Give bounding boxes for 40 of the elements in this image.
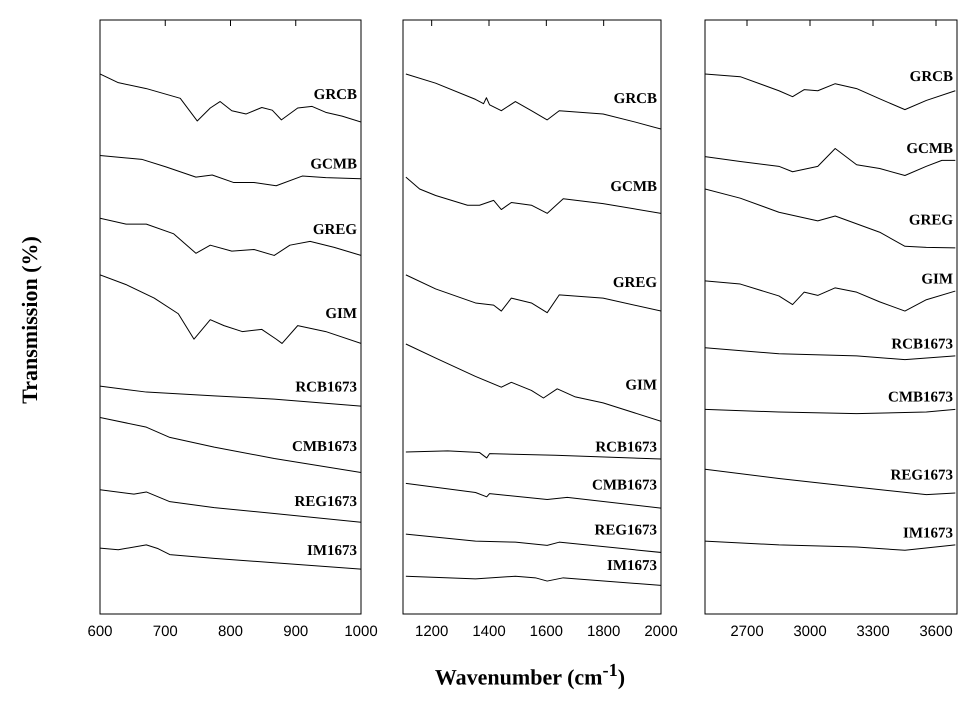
series-label: CMB1673 xyxy=(592,478,657,494)
series-label: IM1673 xyxy=(607,558,657,574)
x-tick-label: 700 xyxy=(152,623,178,640)
x-tick-label: 1000 xyxy=(344,623,378,640)
series-label: GREG xyxy=(908,212,954,229)
series-label: RCB1673 xyxy=(295,379,357,396)
series-label: IM1673 xyxy=(307,543,357,560)
x-tick-label: 1800 xyxy=(586,623,620,640)
series-label: GRCB xyxy=(614,91,657,108)
series-label: RCB1673 xyxy=(595,439,657,456)
x-tick-label: 2000 xyxy=(644,623,678,640)
series-label: GRCB xyxy=(910,68,953,85)
x-tick-label: 3600 xyxy=(919,623,953,640)
x-tick-label: 1600 xyxy=(530,623,564,640)
series-label: GIM xyxy=(325,306,357,322)
x-tick-label: 2700 xyxy=(730,623,764,640)
x-tick-label: 800 xyxy=(218,623,244,640)
y-axis-title: Transmission (%) xyxy=(17,236,43,404)
series-label: GCMB xyxy=(906,140,953,157)
series-label: GCMB xyxy=(310,156,357,172)
series-label: GRCB xyxy=(314,86,357,103)
x-tick-label: 1400 xyxy=(472,623,506,640)
series-label: REG1673 xyxy=(890,467,953,484)
series-label: REG1673 xyxy=(594,522,657,539)
series-label: REG1673 xyxy=(294,494,357,510)
x-tick-label: 3300 xyxy=(856,623,890,640)
x-tick-label: 3000 xyxy=(793,623,827,640)
series-label: CMB1673 xyxy=(292,438,357,455)
series-label: RCB1673 xyxy=(891,336,953,352)
x-axis-title: Wavenumber (cm$^{-1}$) xyxy=(434,660,626,690)
series-label: GIM xyxy=(921,271,953,288)
series-label: GREG xyxy=(612,275,658,292)
series-label: GIM xyxy=(625,377,657,394)
x-tick-label: 1200 xyxy=(414,623,448,640)
x-tick-label: 600 xyxy=(87,623,113,640)
series-label: CMB1673 xyxy=(888,390,953,406)
series-label: IM1673 xyxy=(903,525,953,542)
x-tick-label: 900 xyxy=(283,623,308,640)
series-label: GREG xyxy=(312,222,358,238)
series-label: GCMB xyxy=(610,179,657,196)
